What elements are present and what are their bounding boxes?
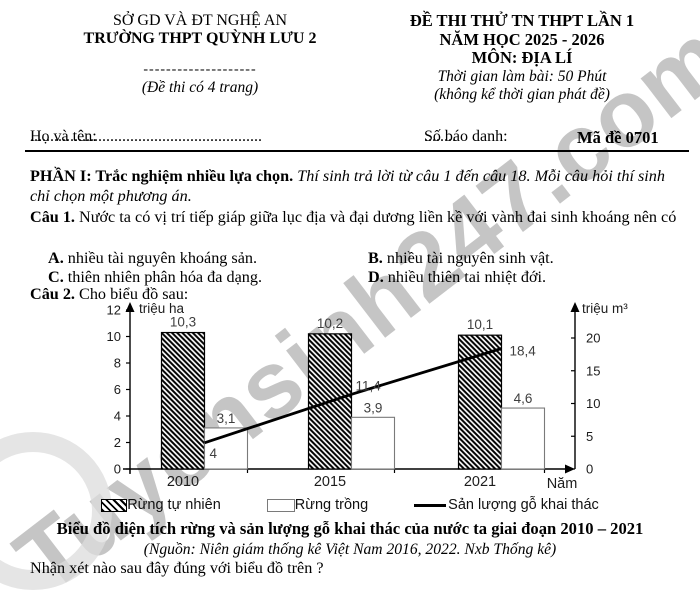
svg-text:3,9: 3,9	[364, 400, 383, 415]
svg-text:5: 5	[586, 429, 593, 444]
white-swatch-icon	[266, 498, 295, 512]
svg-text:20: 20	[586, 331, 600, 346]
svg-text:2021: 2021	[464, 474, 496, 490]
department-name: SỞ GD VÀ ĐT NGHỆ AN	[112, 12, 288, 29]
hatched-swatch-icon	[101, 498, 128, 512]
chart-legend: Rừng tự nhiên Rừng trồng Sản lượng gỗ kh…	[0, 497, 700, 513]
part1-instructions: Thí sinh trả lời từ câu 1 đến câu 18. Mỗ…	[30, 167, 665, 205]
svg-text:triệu ha: triệu ha	[139, 301, 185, 316]
legend-timber-output: Sản lượng gỗ khai thác	[414, 497, 599, 513]
svg-text:10,3: 10,3	[170, 315, 196, 330]
svg-text:6: 6	[114, 382, 121, 397]
forest-chart: 0 2 4 6 8 10 12 triệu ha 0 5 10 15 20 triệu m³ Năm 10,3…	[107, 301, 629, 492]
question-2-lead: Câu 2. Cho biểu đồ sau:	[30, 285, 189, 303]
svg-text:10,2: 10,2	[317, 316, 343, 331]
part1-heading: PHẦN I: Trắc nghiệm nhiều lựa chọn. Thí …	[30, 166, 678, 206]
svg-text:10,1: 10,1	[467, 317, 493, 332]
svg-text:3,1: 3,1	[217, 411, 236, 426]
pages-note: (Đề thi có 4 trang)	[141, 79, 259, 96]
school-year: NĂM HỌC 2025 - 2026	[439, 29, 605, 49]
option-d: D. nhiều thiên tai nhiệt đới.	[368, 267, 547, 286]
svg-text:12: 12	[107, 303, 121, 318]
svg-text:10: 10	[107, 329, 121, 344]
part1-title: PHẦN I: Trắc nghiệm nhiều lựa chọn.	[30, 167, 294, 185]
name-dots: ........................................…	[30, 128, 262, 145]
svg-text:2010: 2010	[167, 474, 199, 490]
legend-natural-forest: Rừng tự nhiên	[101, 497, 221, 513]
duration: Thời gian làm bài: 50 Phút	[437, 67, 607, 85]
sbd-dots: ........	[424, 128, 456, 145]
svg-text:triệu m³: triệu m³	[582, 301, 628, 316]
option-a: A. nhiều tài nguyên khoáng sản.	[48, 249, 258, 267]
exam-code: Mã đề 0701	[577, 128, 659, 147]
option-c: C. thiên nhiên phân hóa đa dạng.	[48, 267, 262, 286]
svg-text:2: 2	[114, 435, 121, 450]
svg-text:Năm: Năm	[547, 476, 578, 492]
legend-planted-forest: Rừng trồng	[266, 497, 368, 513]
duration-note: (không kể thời gian phát đề)	[434, 85, 610, 103]
question-1: Câu 1. Nước ta có vị trí tiếp giáp giữa …	[30, 208, 677, 226]
question-2-text: Nhận xét nào sau đây đúng với biểu đồ tr…	[30, 559, 324, 577]
question-1-options: A. nhiều tài nguyên khoáng sản. B. nhiều…	[48, 249, 678, 286]
svg-text:8: 8	[114, 356, 121, 371]
svg-text:2015: 2015	[314, 474, 346, 490]
subject: MÔN: ĐỊA LÍ	[471, 48, 573, 67]
svg-text:0: 0	[114, 462, 121, 477]
svg-text:15: 15	[586, 363, 600, 378]
svg-text:0: 0	[586, 462, 593, 477]
exam-title: ĐỀ THI THỬ TN THPT LẦN 1	[409, 11, 635, 30]
chart-caption: Biểu đồ diện tích rừng và sản lượng gỗ k…	[56, 519, 644, 538]
header-divider	[25, 150, 689, 152]
svg-text:10: 10	[586, 396, 600, 411]
option-b: B. nhiều tài nguyên sinh vật.	[368, 249, 554, 267]
svg-text:4: 4	[114, 409, 121, 424]
svg-text:18,4: 18,4	[510, 343, 537, 358]
header-right: ĐỀ THI THỬ TN THPT LẦN 1 NĂM HỌC 2025 - …	[372, 11, 672, 104]
header-dashes: --------------------	[143, 62, 257, 77]
line-swatch-icon	[414, 503, 447, 507]
school-name: TRƯỜNG THPT QUỲNH LƯU 2	[83, 30, 317, 47]
svg-text:11,4: 11,4	[356, 378, 382, 393]
chart-source: (Nguồn: Niên giám thống kê Việt Nam 2016…	[143, 541, 557, 558]
candidate-row: Họ và tên: .............................…	[30, 128, 659, 147]
header-left: SỞ GD VÀ ĐT NGHỆ AN TRƯỜNG THPT QUỲNH LƯ…	[30, 12, 370, 97]
svg-text:4: 4	[210, 446, 218, 461]
svg-text:4,6: 4,6	[514, 391, 533, 406]
